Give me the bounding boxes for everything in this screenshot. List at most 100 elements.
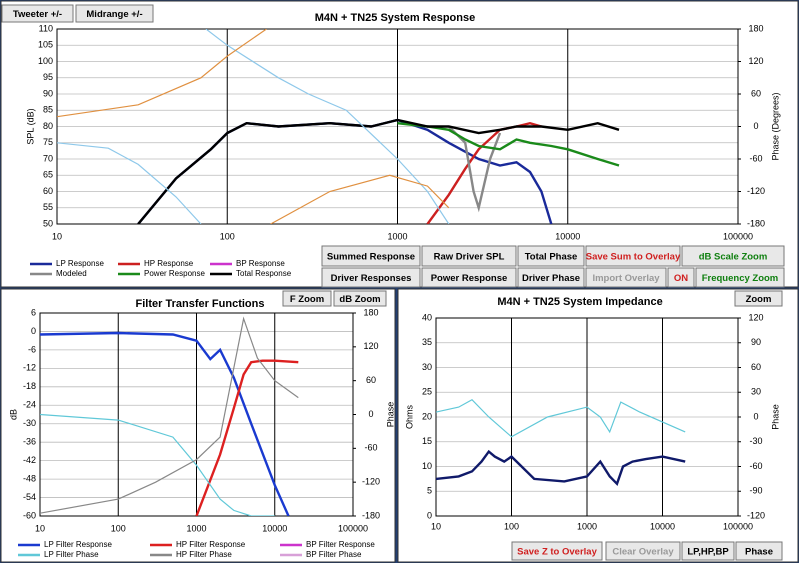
series-line xyxy=(195,359,299,516)
series-line xyxy=(57,29,450,224)
y-tick-label: 35 xyxy=(422,337,432,347)
x-tick-label: 1000 xyxy=(387,231,407,241)
button[interactable]: Zoom xyxy=(734,290,783,307)
button[interactable]: Power Response xyxy=(421,267,517,288)
button-label: Total Phase xyxy=(525,252,578,263)
y-tick-label: 30 xyxy=(422,362,432,372)
y2-axis-label: Phase xyxy=(770,404,780,430)
y2-tick-label: 60 xyxy=(751,362,761,372)
x-tick-label: 10000 xyxy=(555,231,580,241)
button-label: Clear Overlay xyxy=(612,547,674,558)
y-tick-label: 5 xyxy=(427,486,432,496)
button-label: Zoom xyxy=(746,294,772,305)
x-tick-label: 1000 xyxy=(577,521,597,531)
legend-label: LP Response xyxy=(56,259,104,268)
button[interactable]: Total Phase xyxy=(517,245,585,267)
y2-tick-label: -60 xyxy=(749,461,762,471)
y2-tick-label: 30 xyxy=(751,387,761,397)
series-line xyxy=(137,118,620,224)
y2-tick-label: 0 xyxy=(368,409,373,419)
button[interactable]: dB Scale Zoom xyxy=(681,245,785,267)
button-label: Frequency Zoom xyxy=(702,273,779,284)
button[interactable]: Summed Response xyxy=(321,245,421,267)
button-face xyxy=(333,290,387,307)
button-label: Midrange +/- xyxy=(86,9,142,20)
legend-label: BP Response xyxy=(236,259,285,268)
button[interactable]: Driver Responses xyxy=(321,267,421,288)
y-tick-label: 100 xyxy=(38,56,53,66)
button-label: Tweeter +/- xyxy=(13,9,62,20)
plot-frame xyxy=(56,28,739,225)
button[interactable]: Raw Driver SPL xyxy=(421,245,517,267)
button-label: Phase xyxy=(745,547,773,558)
button[interactable]: Midrange +/- xyxy=(75,4,154,23)
x-tick-label: 100000 xyxy=(723,231,753,241)
legend-label: HP Filter Phase xyxy=(176,550,232,559)
button-label: F Zoom xyxy=(290,294,324,305)
button[interactable]: Save Z to Overlay xyxy=(511,541,603,561)
button[interactable]: ON xyxy=(667,267,695,288)
y2-tick-label: 180 xyxy=(748,23,763,33)
y-tick-label: 65 xyxy=(43,170,53,180)
y-tick-label: 0 xyxy=(31,326,36,336)
x-tick-label: 100 xyxy=(504,521,519,531)
series-line xyxy=(40,331,290,516)
y-tick-label: 0 xyxy=(427,510,432,520)
button-face xyxy=(1,4,74,23)
y-tick-label: 60 xyxy=(43,186,53,196)
button[interactable]: Import Overlay xyxy=(585,267,667,288)
series-line xyxy=(426,121,542,224)
button[interactable]: Frequency Zoom xyxy=(695,267,785,288)
y2-tick-label: 0 xyxy=(753,411,758,421)
plot-frame xyxy=(435,317,739,517)
y-tick-label: -24 xyxy=(23,400,36,410)
chart-title: M4N + TN25 System Response xyxy=(315,12,475,24)
x-tick-label: 10000 xyxy=(650,521,675,531)
legend-label: Modeled xyxy=(56,269,87,278)
button-face xyxy=(681,245,785,267)
button[interactable]: Driver Phase xyxy=(517,267,585,288)
y2-tick-label: 60 xyxy=(366,375,376,385)
x-tick-label: 100 xyxy=(111,523,126,533)
button[interactable]: Clear Overlay xyxy=(605,541,681,561)
series-line xyxy=(436,449,686,487)
y-tick-label: -42 xyxy=(23,455,36,465)
legend-label: BP Filter Phase xyxy=(306,550,362,559)
response-panel xyxy=(0,0,799,288)
button[interactable]: dB Zoom xyxy=(333,290,387,307)
button-face xyxy=(681,541,735,561)
legend-label: HP Filter Response xyxy=(176,540,246,549)
x-tick-label: 10000 xyxy=(262,523,287,533)
y2-tick-label: -120 xyxy=(362,477,380,487)
y-tick-label: -6 xyxy=(28,344,36,354)
button-face xyxy=(695,267,785,288)
button-label: Import Overlay xyxy=(592,273,660,284)
button-face xyxy=(517,267,585,288)
y2-tick-label: 60 xyxy=(751,88,761,98)
y2-tick-label: 120 xyxy=(748,312,763,322)
legend-label: Power Response xyxy=(144,269,205,278)
filter-panel xyxy=(0,288,396,563)
button[interactable]: Phase xyxy=(735,541,783,561)
button-face xyxy=(421,267,517,288)
y-tick-label: 110 xyxy=(39,23,53,33)
button-face xyxy=(585,245,681,267)
button-face xyxy=(735,541,783,561)
button[interactable]: Tweeter +/- xyxy=(1,4,74,23)
y2-tick-label: 90 xyxy=(751,337,761,347)
y2-tick-label: -180 xyxy=(747,218,765,228)
y-tick-label: -30 xyxy=(23,418,36,428)
y2-tick-label: -90 xyxy=(749,486,762,496)
button[interactable]: LP,HP,BP xyxy=(681,541,735,561)
button-label: LP,HP,BP xyxy=(687,547,729,558)
button-face xyxy=(321,245,421,267)
y-axis-label: Ohms xyxy=(404,405,414,430)
x-tick-label: 10 xyxy=(52,231,62,241)
y-tick-label: -36 xyxy=(23,437,36,447)
button[interactable]: F Zoom xyxy=(282,290,332,307)
y-tick-label: 80 xyxy=(43,121,53,131)
y2-axis-label: Phase xyxy=(385,402,395,428)
button[interactable]: Save Sum to Overlay xyxy=(585,245,681,267)
button-face xyxy=(75,4,154,23)
